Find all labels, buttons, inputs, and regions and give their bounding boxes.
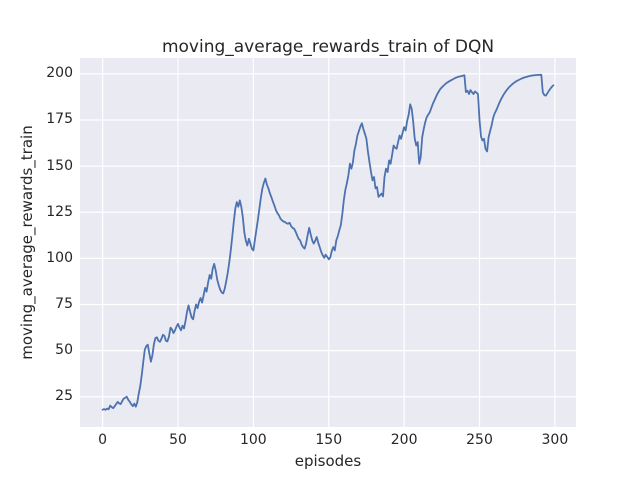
x-tick-label: 0 — [98, 432, 108, 448]
y-tick-label: 50 — [55, 342, 73, 359]
y-tick-label: 200 — [46, 65, 73, 82]
y-tick-label: 125 — [46, 203, 73, 220]
y-tick-label: 100 — [46, 249, 73, 266]
x-tick-label: 100 — [239, 432, 267, 448]
y-tick-label: 175 — [46, 111, 73, 128]
x-tick-label: 200 — [390, 432, 418, 448]
x-tick-label: 300 — [541, 432, 569, 448]
x-axis-label: episodes — [294, 452, 362, 470]
plot-area — [80, 58, 576, 427]
x-tick-label: 50 — [169, 432, 187, 448]
y-tick-label: 25 — [55, 388, 73, 405]
chart-title: moving_average_rewards_train of DQN — [161, 37, 495, 57]
y-tick-label: 75 — [55, 295, 73, 312]
y-tick-label: 150 — [46, 157, 73, 174]
x-tick-label: 150 — [315, 432, 343, 448]
x-tick-label: 250 — [466, 432, 493, 448]
reward-line — [101, 73, 555, 411]
